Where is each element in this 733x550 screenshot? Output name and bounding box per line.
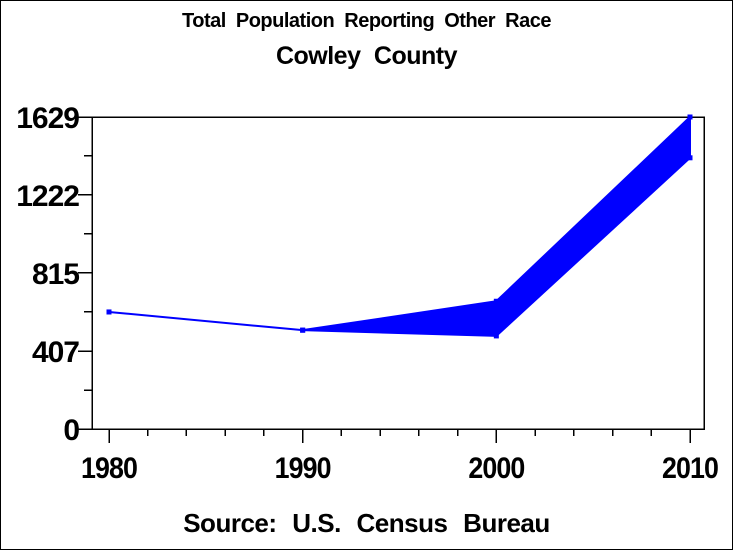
data-point-marker [106,309,112,315]
data-point-marker [493,298,499,304]
x-axis-tick-label: 2000 [468,452,524,485]
plot-frame [91,116,705,430]
chart-subtitle: Cowley County [275,42,458,70]
y-axis-tick-label: 1629 [16,102,79,135]
y-axis-tick-label: 0 [63,414,79,447]
band-area [108,114,691,337]
data-point-marker [687,155,693,161]
y-axis-tick-label: 1222 [16,180,79,213]
data-point-marker [687,114,693,120]
y-axis-tick-label: 815 [32,258,79,291]
data-point-marker [493,333,499,339]
data-point-marker [300,327,306,333]
y-axis-tick-label: 407 [32,336,79,369]
x-axis-tick-label: 1980 [81,452,137,485]
x-axis-tick-label: 1990 [275,452,331,485]
chart-title: Total Population Reporting Other Race [182,10,551,32]
chart-source-caption: Source: U.S. Census Bureau [183,508,550,538]
x-axis-tick-label: 2010 [662,452,718,485]
